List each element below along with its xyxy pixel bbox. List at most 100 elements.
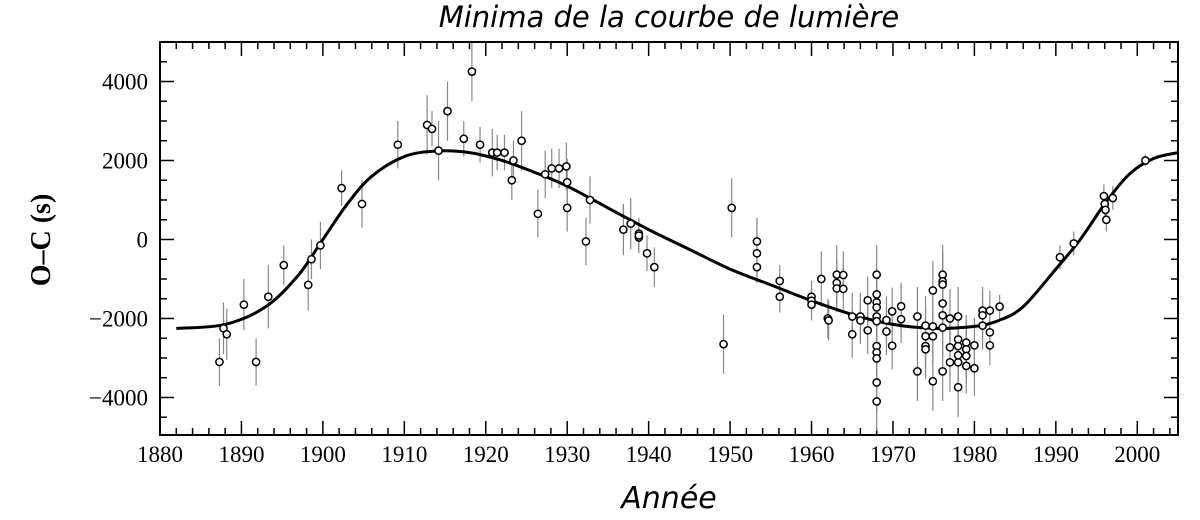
data-point [642, 248, 652, 258]
data-point [562, 203, 572, 213]
data-point [995, 302, 1004, 311]
data-point [938, 310, 947, 320]
data-point [1141, 156, 1150, 165]
data-point [953, 350, 963, 360]
data-point [517, 136, 526, 146]
x-tick-label: 1930 [544, 442, 590, 467]
x-tick-label: 1890 [218, 442, 264, 467]
data-point [752, 248, 762, 258]
x-tick-label: 1880 [137, 442, 183, 467]
data-point [978, 310, 987, 320]
y-axis-label: O–C (s) [26, 194, 57, 287]
data-point [239, 300, 249, 310]
data-point [847, 329, 857, 339]
data-point [970, 363, 979, 373]
data-point [752, 262, 762, 272]
data-point [838, 284, 848, 294]
data-point [585, 195, 595, 205]
fit-curve [176, 149, 1178, 330]
data-point [775, 292, 785, 302]
data-point [626, 219, 636, 229]
data-point [619, 225, 628, 234]
data-point [978, 321, 987, 330]
plot-frame [159, 41, 1179, 436]
data-point [928, 331, 938, 341]
data-point [887, 307, 897, 316]
data-point [953, 341, 963, 351]
data-point [985, 327, 995, 337]
data-point [928, 322, 938, 331]
data-point [562, 162, 571, 171]
data-point [634, 231, 644, 240]
data-point [533, 209, 543, 219]
data-point [434, 146, 443, 155]
data-point [357, 199, 367, 209]
data-point [953, 357, 963, 367]
data-point [945, 357, 955, 367]
data-point [985, 340, 995, 350]
x-tick-label: 1950 [707, 442, 753, 467]
data-point [540, 169, 550, 179]
data-point [649, 262, 659, 272]
y-tick-label: −4000 [89, 385, 148, 410]
data-point [775, 276, 785, 286]
data-point [928, 286, 938, 295]
data-point [985, 306, 995, 315]
data-point [824, 316, 833, 325]
data-point [896, 314, 906, 324]
data-point [921, 344, 930, 354]
data-point [467, 67, 477, 76]
data-point [1101, 215, 1111, 225]
data-point [961, 351, 971, 361]
data-point [752, 237, 762, 246]
x-tick-label: 1980 [951, 442, 997, 467]
data-point [938, 323, 947, 332]
x-axis-label: Année [619, 481, 716, 516]
data-point [562, 177, 572, 187]
data-point [961, 361, 971, 371]
data-point [938, 367, 947, 376]
y-tick-label: 4000 [102, 69, 148, 94]
data-point [872, 316, 882, 326]
x-tick-label: 1940 [626, 442, 672, 467]
data-point [872, 290, 882, 299]
data-point [921, 331, 930, 341]
data-point [459, 134, 469, 144]
data-point [928, 376, 938, 386]
data-point [475, 140, 485, 150]
data-point [316, 241, 325, 250]
data-point [303, 280, 313, 290]
data-point [251, 357, 261, 367]
chart-title: Minima de la courbe de lumière [439, 0, 900, 34]
data-point [215, 357, 224, 367]
data-point [882, 315, 891, 325]
data-point [945, 314, 955, 323]
data-point [427, 124, 437, 134]
data-point [953, 382, 963, 392]
data-point [1069, 239, 1079, 248]
data-point [945, 342, 955, 352]
data-point [913, 367, 922, 376]
data-point [1101, 205, 1110, 215]
data-point [887, 341, 897, 351]
data-point [1108, 193, 1118, 203]
data-point [222, 329, 232, 339]
data-point [337, 183, 346, 193]
data-point [507, 175, 517, 185]
data-point [492, 148, 502, 157]
data-point [872, 354, 882, 363]
data-point [1055, 252, 1065, 262]
data-point [509, 156, 518, 165]
data-point [882, 327, 891, 336]
x-tick-label: 1960 [789, 442, 835, 467]
data-point [863, 295, 873, 305]
data-point [393, 140, 403, 150]
data-point [307, 254, 316, 264]
x-tick-label: 1970 [870, 442, 916, 467]
x-tick-label: 1900 [300, 442, 346, 467]
data-point [838, 270, 848, 280]
data-point [872, 397, 882, 406]
data-point [896, 301, 906, 311]
data-point [953, 312, 963, 321]
data-point [863, 325, 873, 335]
